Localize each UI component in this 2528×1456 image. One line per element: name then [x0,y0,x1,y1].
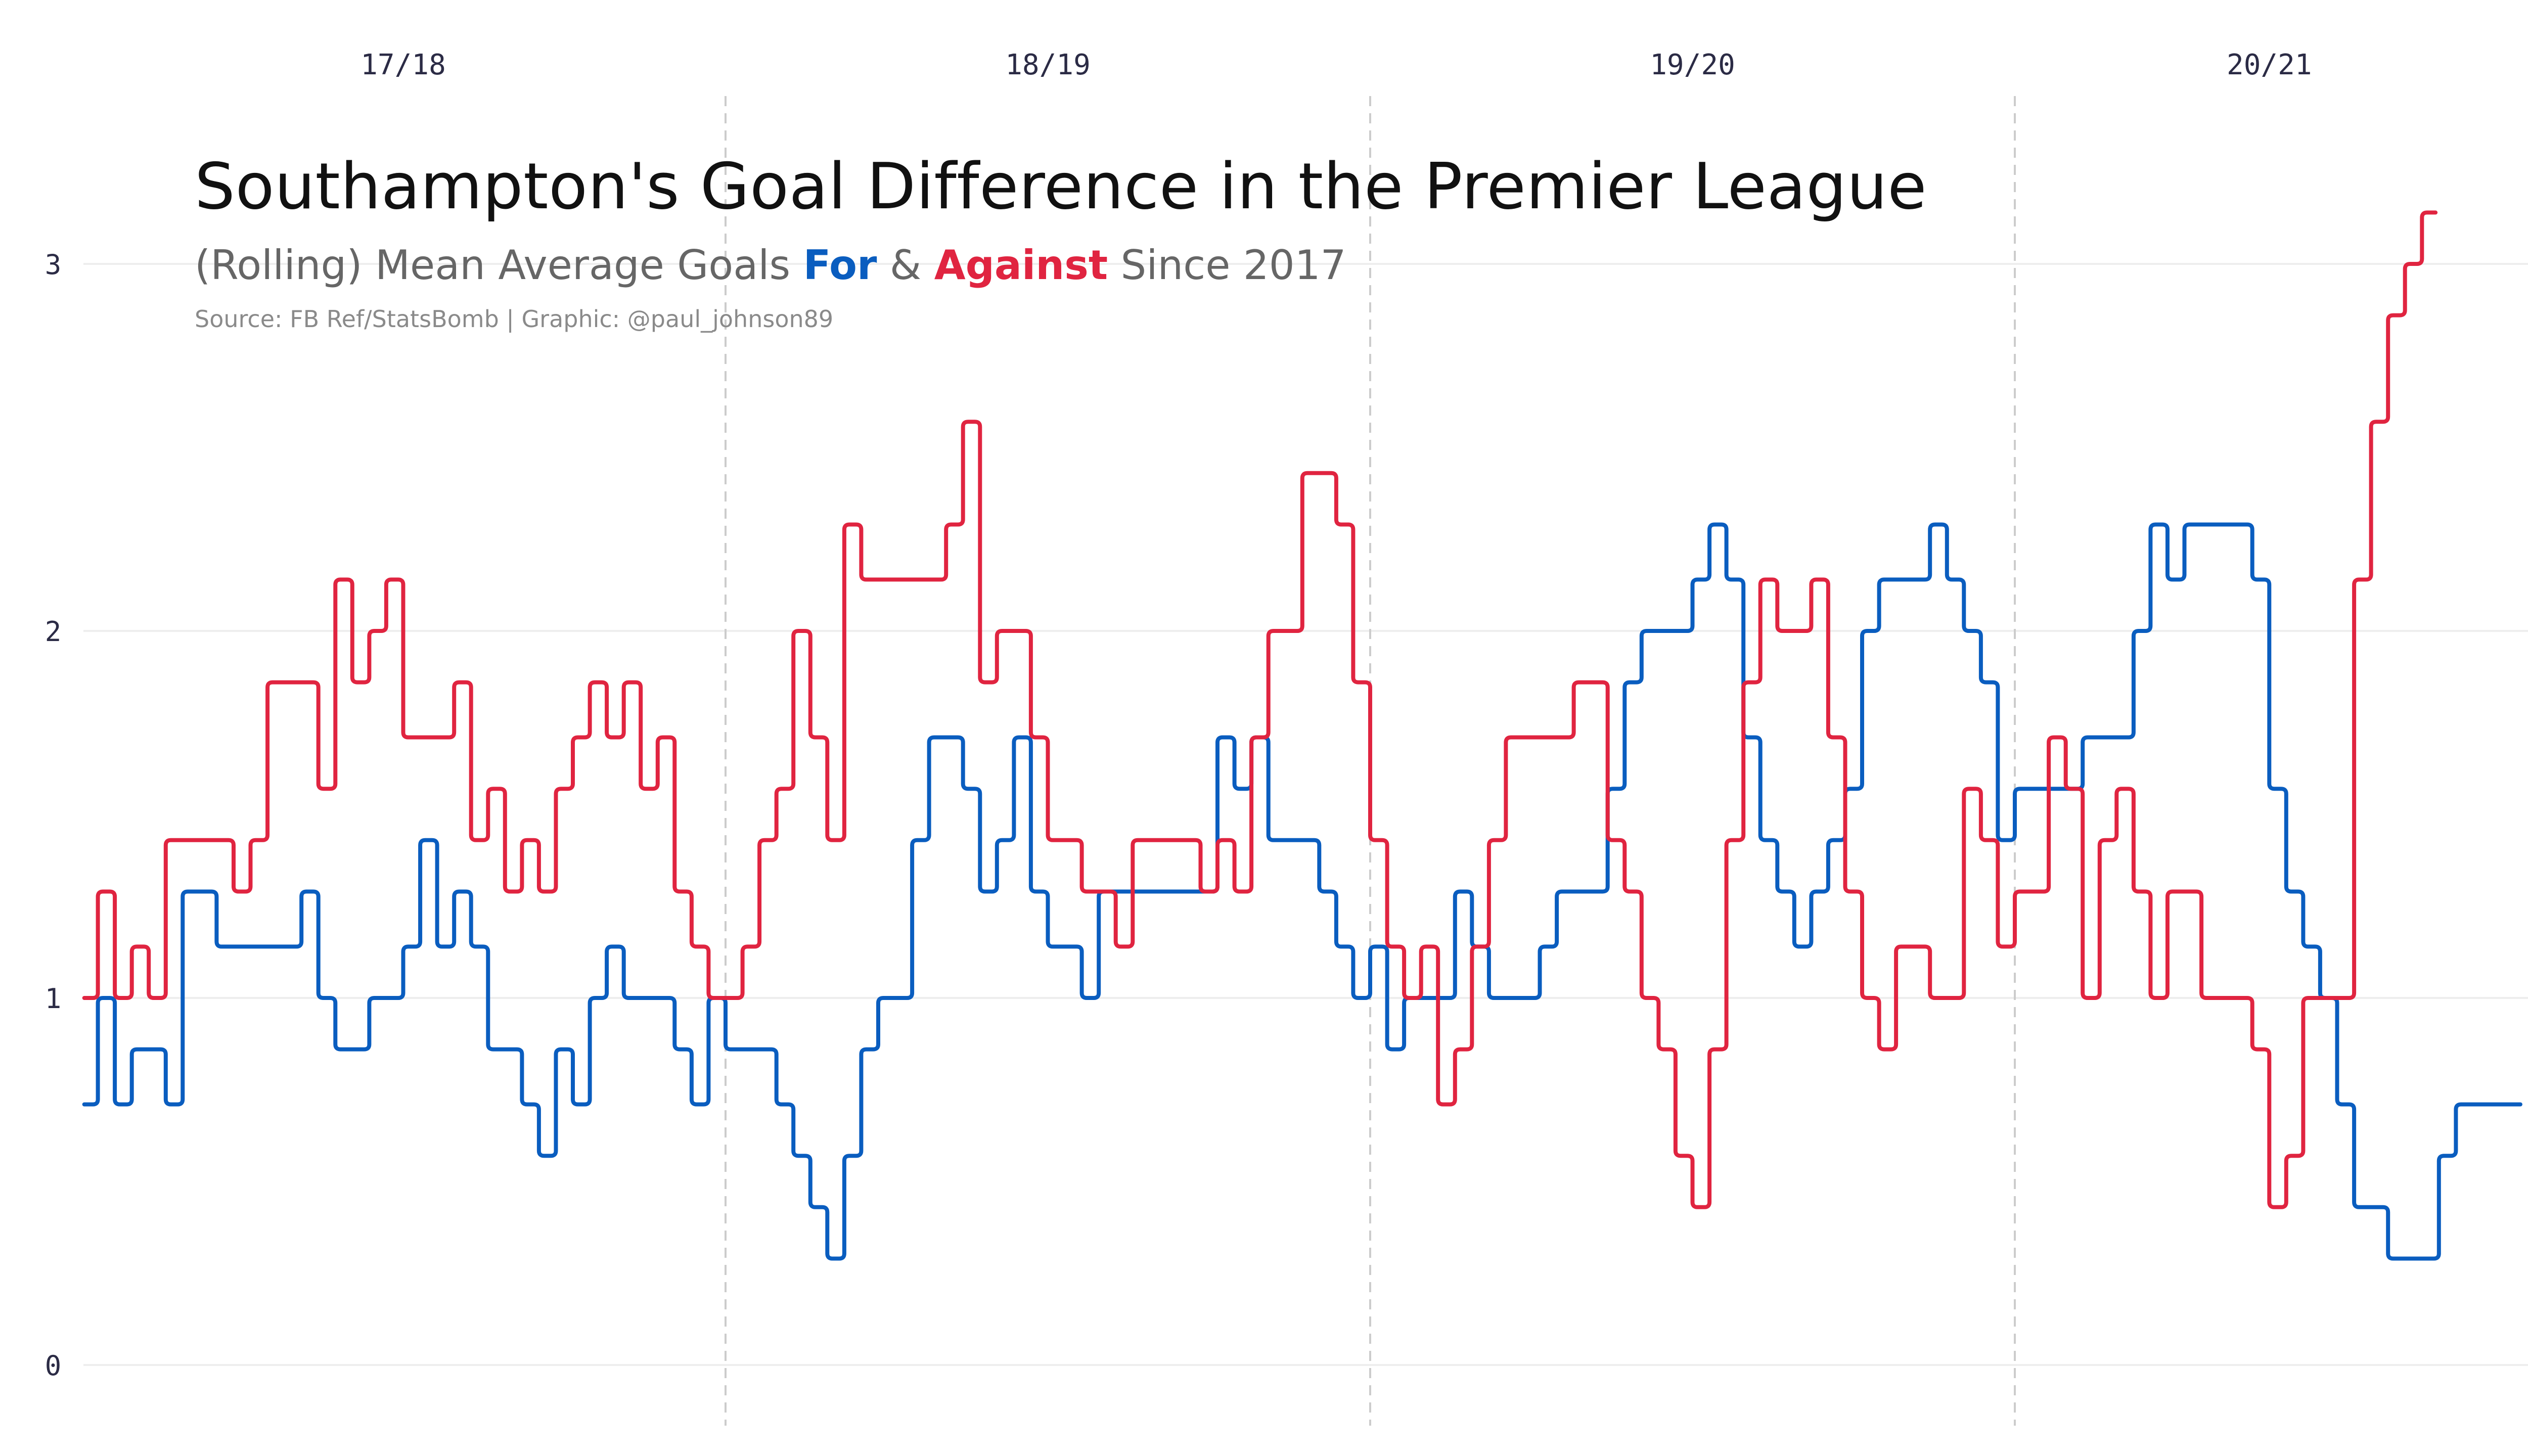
grid-lines [83,263,2528,1366]
chart-subtitle: (Rolling) Mean Average Goals For & Again… [195,242,1346,289]
y-tick-label: 1 [45,983,62,1015]
season-label: 17/18 [360,49,446,81]
season-label: 18/19 [1005,49,1091,81]
chart-source: Source: FB Ref/StatsBomb | Graphic: @pau… [195,305,834,333]
series-lines [82,210,2522,1261]
season-labels: 17/18 18/19 19/20 20/21 [360,49,2312,81]
legend-for-label: For [803,242,877,289]
series-line-against [82,210,2438,1209]
subtitle-ampersand: & [889,242,922,289]
y-tick-label: 2 [45,616,62,648]
season-dividers [725,96,2016,1426]
y-axis-ticks: 0 1 2 3 [45,249,62,1382]
subtitle-prefix: (Rolling) Mean Average Goals [195,242,791,289]
y-tick-label: 3 [45,249,62,281]
subtitle-suffix: Since 2017 [1120,242,1346,289]
season-label: 20/21 [2227,49,2312,81]
chart-title: Southampton's Goal Difference in the Pre… [195,149,1927,223]
legend-against-label: Against [934,242,1108,289]
series-line-for [82,522,2522,1261]
y-tick-label: 0 [45,1350,62,1382]
season-label: 19/20 [1650,49,1735,81]
